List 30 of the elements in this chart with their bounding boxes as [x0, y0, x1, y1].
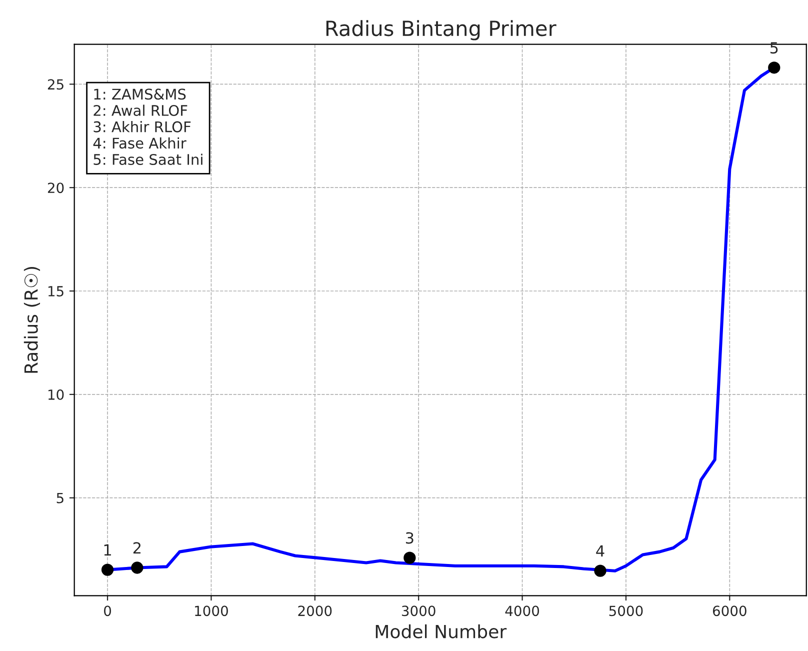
x-tick-label: 3000: [402, 606, 436, 616]
x-tick-label: 5000: [609, 606, 643, 616]
x-axis-title: Model Number: [376, 624, 507, 638]
annotation: 4: Fase Akhir: [93, 137, 186, 149]
annotation: 2: [133, 542, 140, 554]
annotation: 5: Fase Saat Ini: [94, 154, 202, 165]
annotation: 3: [406, 532, 414, 544]
annotation: 1: [104, 544, 111, 556]
annotation: 5: [770, 42, 778, 54]
x-tick-label: 4000: [505, 606, 540, 616]
annotation: 3: Akhir RLOF: [94, 121, 191, 132]
y-tick-label: 5: [56, 492, 64, 504]
y-axis-title: Radius (R☉): [24, 266, 40, 373]
annotation: 1: ZAMS&MS: [94, 88, 186, 100]
annotation: 2: Awal RLOF: [94, 104, 188, 116]
y-tick-label: 20: [48, 182, 64, 194]
x-tick-label: 6000: [712, 606, 746, 616]
annotation: 4: [596, 545, 604, 557]
y-tick-label: 25: [48, 79, 64, 90]
point: [594, 564, 606, 577]
y-tick-label: 10: [48, 389, 64, 400]
point: [404, 552, 416, 564]
point: [131, 562, 144, 574]
point: [101, 564, 114, 576]
point: [768, 62, 780, 74]
x-tick-label: 2000: [298, 606, 332, 616]
x-tick-label: 0: [104, 606, 112, 616]
chart-title: Radius Bintang Primer: [326, 20, 556, 40]
x-tick-label: 1000: [195, 606, 228, 616]
y-tick-label: 15: [48, 286, 64, 296]
